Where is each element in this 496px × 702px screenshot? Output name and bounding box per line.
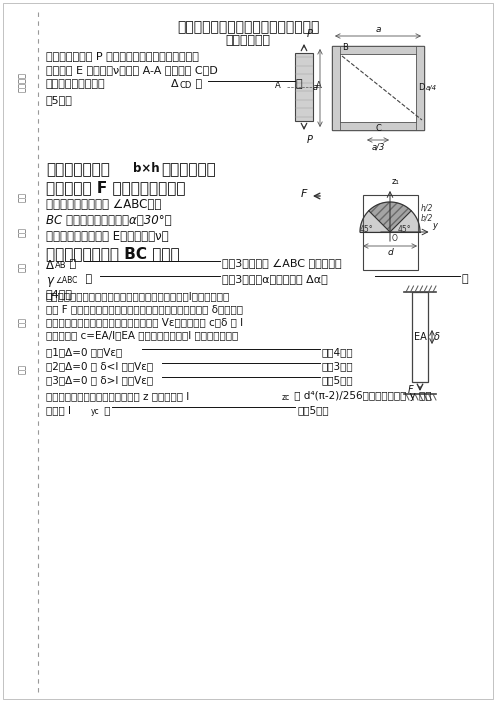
Text: A: A <box>316 81 322 91</box>
Text: 监考: 监考 <box>17 364 26 374</box>
Text: ∠ABC: ∠ABC <box>55 276 77 285</box>
Text: P: P <box>307 29 313 39</box>
Text: ，（3分）角α的改变量为 Δα＝: ，（3分）角α的改变量为 Δα＝ <box>222 274 328 284</box>
Text: （5分）: （5分） <box>46 95 73 105</box>
Text: 学校: 学校 <box>17 317 26 327</box>
Text: ＝: ＝ <box>192 79 206 89</box>
Text: 。: 。 <box>461 274 468 284</box>
Text: 前，其表面画有直角 ∠ABC，且: 前，其表面画有直角 ∠ABC，且 <box>46 198 161 211</box>
Text: （1）Δ=0 时，Vε＝: （1）Δ=0 时，Vε＝ <box>46 347 122 357</box>
Text: BC 边与杆轴线的夹角为α＝30°，: BC 边与杆轴线的夹角为α＝30°， <box>46 214 172 227</box>
Text: 姓名: 姓名 <box>17 227 26 237</box>
Polygon shape <box>369 202 390 232</box>
Text: B: B <box>342 43 348 52</box>
Text: ＝ d⁴(π-2)/256，则截面对形心 y 轴的: ＝ d⁴(π-2)/256，则截面对形心 y 轴的 <box>291 391 432 401</box>
Text: γ: γ <box>46 274 53 287</box>
Text: 的等直杆，承: 的等直杆，承 <box>161 162 216 177</box>
Text: 两点间的距离改变量: 两点间的距离改变量 <box>46 79 106 89</box>
Text: CD: CD <box>179 81 191 90</box>
Text: 准考证号: 准考证号 <box>17 72 26 92</box>
Bar <box>412 292 428 382</box>
Text: 专业: 专业 <box>17 262 26 272</box>
Text: O: O <box>392 234 398 243</box>
Bar <box>332 46 340 130</box>
Text: 表示，其中 c=EA/l，EA 为杆的压应刚度，l 为杆的长度）。: 表示，其中 c=EA/l，EA 为杆的压应刚度，l 为杆的长度）。 <box>46 330 238 340</box>
Text: 三、图示杆（不考虑自重）下端与固定端约束距离为l，在中点受到: 三、图示杆（不考虑自重）下端与固定端约束距离为l，在中点受到 <box>46 291 230 301</box>
Text: P: P <box>307 135 313 145</box>
Text: a: a <box>313 84 318 93</box>
Text: 杆材料的弹性模量为 E，泊松比为ν，: 杆材料的弹性模量为 E，泊松比为ν， <box>46 230 169 243</box>
Text: 二、一矩形截面: 二、一矩形截面 <box>46 162 110 177</box>
Text: ，（3分）直角 ∠ABC 的改变量为: ，（3分）直角 ∠ABC 的改变量为 <box>222 259 342 269</box>
Text: 则杆受力后，线段 BC 的变形: 则杆受力后，线段 BC 的变形 <box>46 246 180 261</box>
Text: ＝: ＝ <box>82 274 96 284</box>
Text: 惯性矩 I: 惯性矩 I <box>46 405 71 415</box>
Text: 。（5分）: 。（5分） <box>297 405 329 415</box>
Text: EA: EA <box>414 332 427 342</box>
Text: a/3: a/3 <box>372 142 385 151</box>
Polygon shape <box>390 202 411 232</box>
Text: 45°: 45° <box>360 225 373 234</box>
Text: 班级: 班级 <box>17 192 26 202</box>
Text: 。: 。 <box>296 79 303 89</box>
Bar <box>340 54 416 122</box>
Text: （4分）: （4分） <box>46 289 73 299</box>
Text: b/2: b/2 <box>421 213 433 223</box>
Text: F: F <box>408 385 414 395</box>
Text: （2）Δ=0 且 δ<l 时，Vε＝: （2）Δ=0 且 δ<l 时，Vε＝ <box>46 361 153 371</box>
Bar <box>332 46 424 54</box>
Text: A: A <box>275 81 281 91</box>
Text: F: F <box>301 189 307 199</box>
Text: zc: zc <box>282 393 290 402</box>
Polygon shape <box>360 202 420 232</box>
Text: 。（3分）: 。（3分） <box>322 361 354 371</box>
Text: ＝: ＝ <box>66 259 80 269</box>
Bar <box>295 53 313 121</box>
Text: 受轴向拉力 F 作用，若在杆受力: 受轴向拉力 F 作用，若在杆受力 <box>46 180 186 195</box>
Text: y: y <box>433 221 437 230</box>
Text: 在以下三种情况下，计算所储存的应变能 Vε（结果请用 c、δ 和 l: 在以下三种情况下，计算所储存的应变能 Vε（结果请用 c、δ 和 l <box>46 317 243 327</box>
Text: z₁: z₁ <box>392 177 400 186</box>
Text: b×h: b×h <box>133 162 160 175</box>
Text: 。（5分）: 。（5分） <box>322 375 354 385</box>
Text: Δ: Δ <box>46 259 54 272</box>
Text: a: a <box>375 25 381 34</box>
Text: h/2: h/2 <box>421 204 433 212</box>
Text: 一、轴向拉力为 P 的箱型薄壁截面杆，已知材料的: 一、轴向拉力为 P 的箱型薄壁截面杆，已知材料的 <box>46 51 199 61</box>
Text: 弹性模量 E 和泊松比ν，则在 A-A 截面上的 C、D: 弹性模量 E 和泊松比ν，则在 A-A 截面上的 C、D <box>46 65 218 75</box>
Text: Δ: Δ <box>171 79 179 89</box>
Bar <box>363 194 418 270</box>
Text: AB: AB <box>55 261 66 270</box>
Text: a/4: a/4 <box>426 85 437 91</box>
Text: yc: yc <box>91 407 100 416</box>
Text: d: d <box>387 248 393 257</box>
Text: 静力 F 作用，在线弹性范围内，力的作用点的最终位移为 δ。那么，: 静力 F 作用，在线弹性范围内，力的作用点的最终位移为 δ。那么， <box>46 304 243 314</box>
Text: ＝: ＝ <box>101 405 114 415</box>
Bar <box>332 122 424 130</box>
Text: C: C <box>375 124 381 133</box>
Text: D: D <box>418 84 425 93</box>
Text: 45°: 45° <box>398 225 412 234</box>
Text: δ: δ <box>434 332 440 342</box>
Text: 。（4分）: 。（4分） <box>322 347 354 357</box>
Text: 湖南省第四届大学生力学竞赛综合试题: 湖南省第四届大学生力学竞赛综合试题 <box>177 20 319 34</box>
Text: 材料力学部分: 材料力学部分 <box>226 34 270 47</box>
Bar <box>332 46 424 130</box>
Bar <box>416 46 424 130</box>
Text: 四、已知四分之一的圆截面对形心 z 轴的惯性矩 I: 四、已知四分之一的圆截面对形心 z 轴的惯性矩 I <box>46 391 189 401</box>
Text: （3）Δ=0 且 δ>l 时，Vε＝: （3）Δ=0 且 δ>l 时，Vε＝ <box>46 375 153 385</box>
